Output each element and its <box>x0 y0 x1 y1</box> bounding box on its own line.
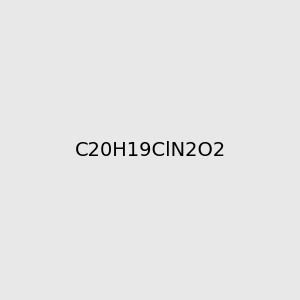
Text: C20H19ClN2O2: C20H19ClN2O2 <box>74 140 226 160</box>
